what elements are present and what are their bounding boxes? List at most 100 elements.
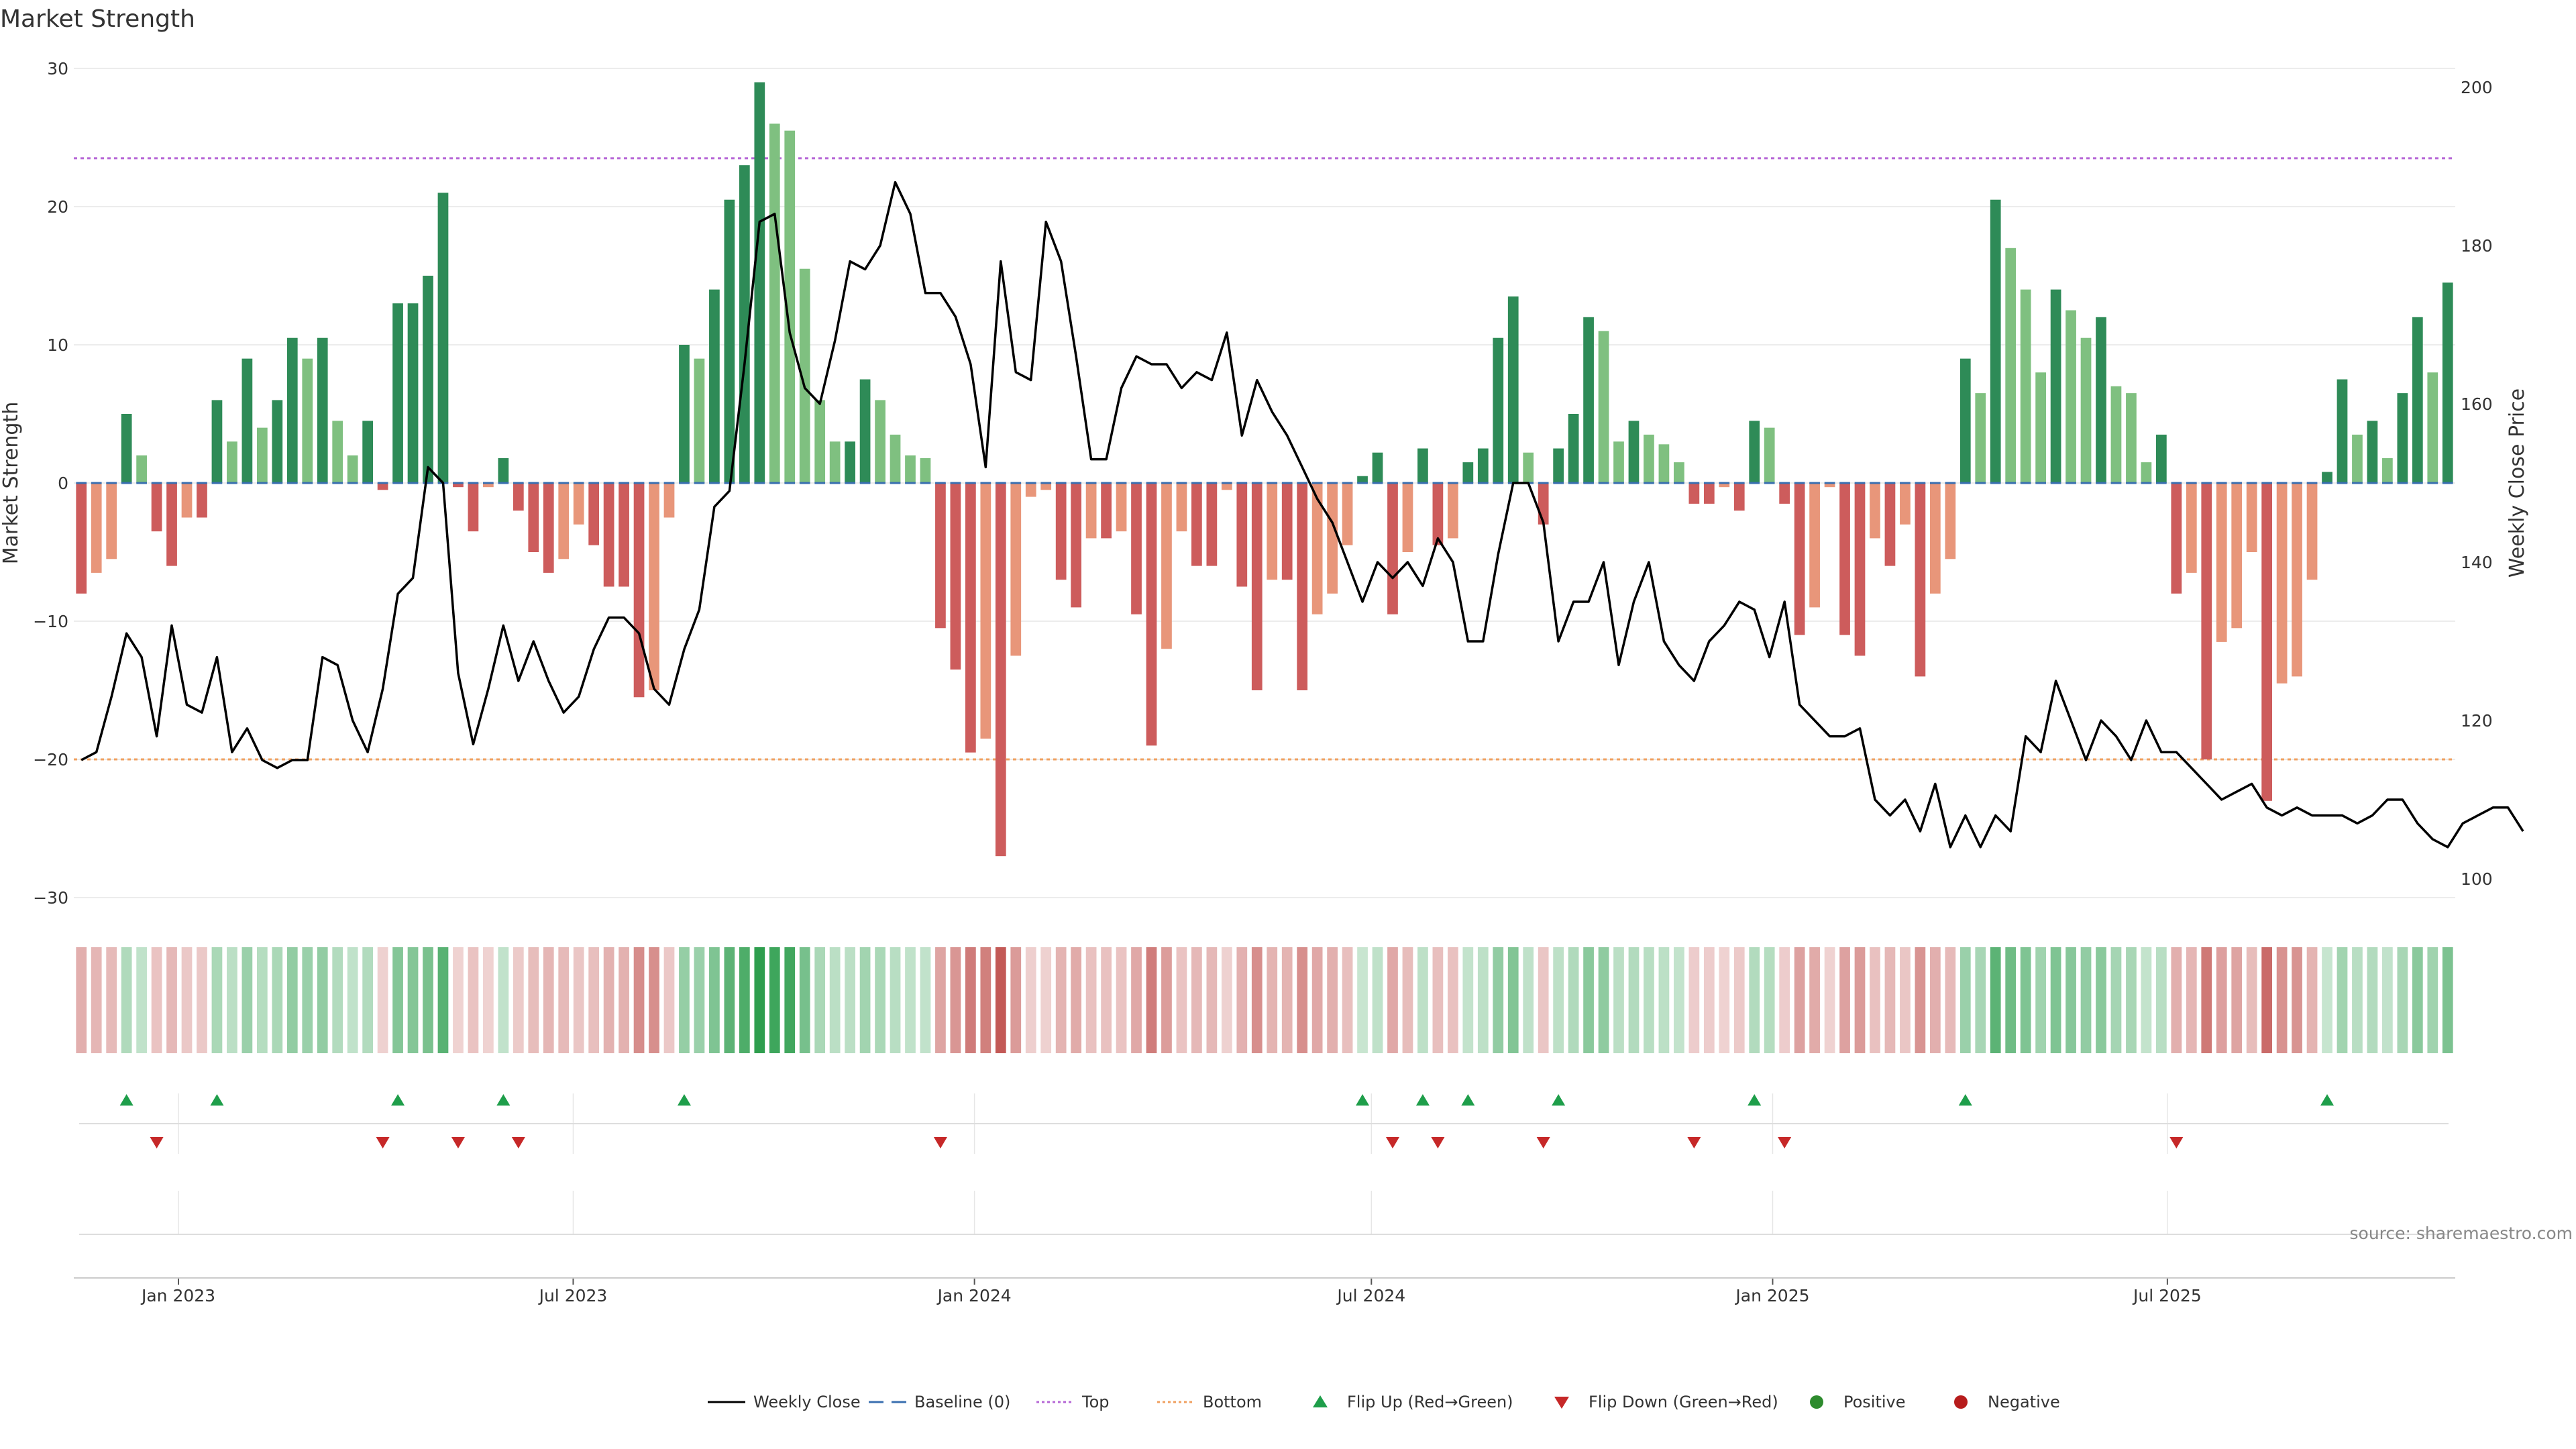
- strength-bar: [181, 483, 193, 518]
- heat-cell: [2412, 947, 2423, 1053]
- strength-bar: [423, 276, 433, 483]
- heat-cell: [453, 947, 464, 1053]
- strength-bar: [784, 130, 796, 483]
- strength-bar: [2080, 337, 2092, 483]
- heat-cell: [2005, 947, 2017, 1053]
- strength-bar: [1267, 483, 1278, 580]
- heat-cell: [2231, 947, 2243, 1053]
- strength-bar: [1568, 414, 1579, 483]
- heat-cell: [1387, 947, 1398, 1053]
- strength-bar: [890, 434, 901, 483]
- gridlines: [74, 68, 2455, 1234]
- strength-bar: [1945, 483, 1956, 559]
- strength-bar: [1055, 483, 1067, 580]
- heat-cell: [1658, 947, 1670, 1053]
- heat-cell: [724, 947, 735, 1053]
- heat-cell: [769, 947, 780, 1053]
- legend-label: Baseline (0): [914, 1393, 1010, 1411]
- heat-cell: [1538, 947, 1549, 1053]
- heat-cell: [2246, 947, 2257, 1053]
- heat-cell: [1281, 947, 1293, 1053]
- weekly-close-line: [80, 180, 2524, 849]
- legend-item: Top: [1036, 1393, 1110, 1411]
- strength-bar: [1357, 476, 1368, 483]
- strength-bar: [1960, 358, 1971, 483]
- strength-bar: [106, 483, 117, 559]
- strength-bar: [965, 483, 976, 753]
- legend-item: Bottom: [1157, 1393, 1262, 1411]
- heat-cell: [543, 947, 554, 1053]
- strength-bar: [1116, 483, 1127, 532]
- heat-cell: [1146, 947, 1157, 1053]
- strength-bar: [980, 483, 991, 739]
- heat-cell: [2110, 947, 2122, 1053]
- strength-bar: [317, 337, 328, 483]
- flip-down-marker: [1385, 1137, 1399, 1148]
- strength-bar: [498, 458, 509, 483]
- heat-cell: [694, 947, 705, 1053]
- heat-cell: [347, 947, 358, 1053]
- strength-bar: [619, 483, 629, 587]
- flip-up-marker: [1461, 1094, 1475, 1106]
- flip-down-marker: [451, 1137, 465, 1148]
- strength-bar: [633, 483, 645, 698]
- heat-cell: [1311, 947, 1323, 1053]
- heat-cell: [1327, 947, 1338, 1053]
- strength-bar: [377, 483, 388, 490]
- heat-cell: [1839, 947, 1850, 1053]
- legend-label: Bottom: [1203, 1393, 1262, 1411]
- strength-bar: [347, 455, 358, 483]
- heat-cell: [2201, 947, 2212, 1053]
- heat-cell: [1870, 947, 1880, 1053]
- strength-bar: [1703, 483, 1715, 504]
- strength-bar: [1447, 483, 1458, 539]
- y-tick-label-left: −30: [33, 888, 68, 908]
- heat-cell: [483, 947, 494, 1053]
- strength-bar: [272, 400, 283, 483]
- strength-bar: [2261, 483, 2273, 801]
- flip-up-marker: [1415, 1094, 1430, 1106]
- legend-label: Flip Up (Red→Green): [1347, 1393, 1513, 1411]
- legend-label: Flip Down (Green→Red): [1589, 1393, 1778, 1411]
- heat-cell: [1779, 947, 1790, 1053]
- strength-bar: [1040, 483, 1052, 490]
- heat-cell: [1221, 947, 1232, 1053]
- strength-bar: [468, 483, 479, 532]
- heat-cell: [2186, 947, 2197, 1053]
- reference-lines: [74, 157, 2455, 761]
- strength-bar: [2186, 483, 2197, 573]
- legend-item: Flip Up (Red→Green): [1313, 1393, 1513, 1411]
- legend-swatch-triangle-down: [1554, 1397, 1569, 1409]
- price-series: [80, 180, 2524, 849]
- heat-cell: [377, 947, 388, 1053]
- heat-cell: [1131, 947, 1142, 1053]
- heat-cell: [1477, 947, 1489, 1053]
- strength-bar: [1915, 483, 1926, 677]
- legend-item: Flip Down (Green→Red): [1554, 1393, 1778, 1411]
- strength-bar: [1131, 483, 1142, 614]
- flip-up-marker: [210, 1094, 224, 1106]
- strength-bar: [76, 483, 87, 594]
- strength-bars: [76, 82, 2453, 857]
- heat-cell: [1809, 947, 1820, 1053]
- flip-up-marker: [1748, 1094, 1762, 1106]
- strength-bar: [995, 483, 1006, 857]
- strength-bar: [91, 483, 102, 573]
- heat-cell: [1447, 947, 1458, 1053]
- strength-bar: [2367, 421, 2378, 483]
- x-tick-label: Jul 2025: [2132, 1286, 2202, 1305]
- strength-bar: [1523, 452, 1534, 483]
- strength-bar: [1417, 448, 1428, 483]
- strength-bar: [1085, 483, 1097, 539]
- heat-cell: [1990, 947, 2001, 1053]
- strength-bar: [679, 345, 690, 483]
- heat-cell: [875, 947, 885, 1053]
- strength-bar: [1025, 483, 1036, 497]
- heat-cell: [1553, 947, 1564, 1053]
- heat-cell: [1884, 947, 1896, 1053]
- strength-bar: [332, 421, 343, 483]
- heat-cell: [1010, 947, 1022, 1053]
- strength-bar: [136, 455, 147, 483]
- heat-cell: [649, 947, 659, 1053]
